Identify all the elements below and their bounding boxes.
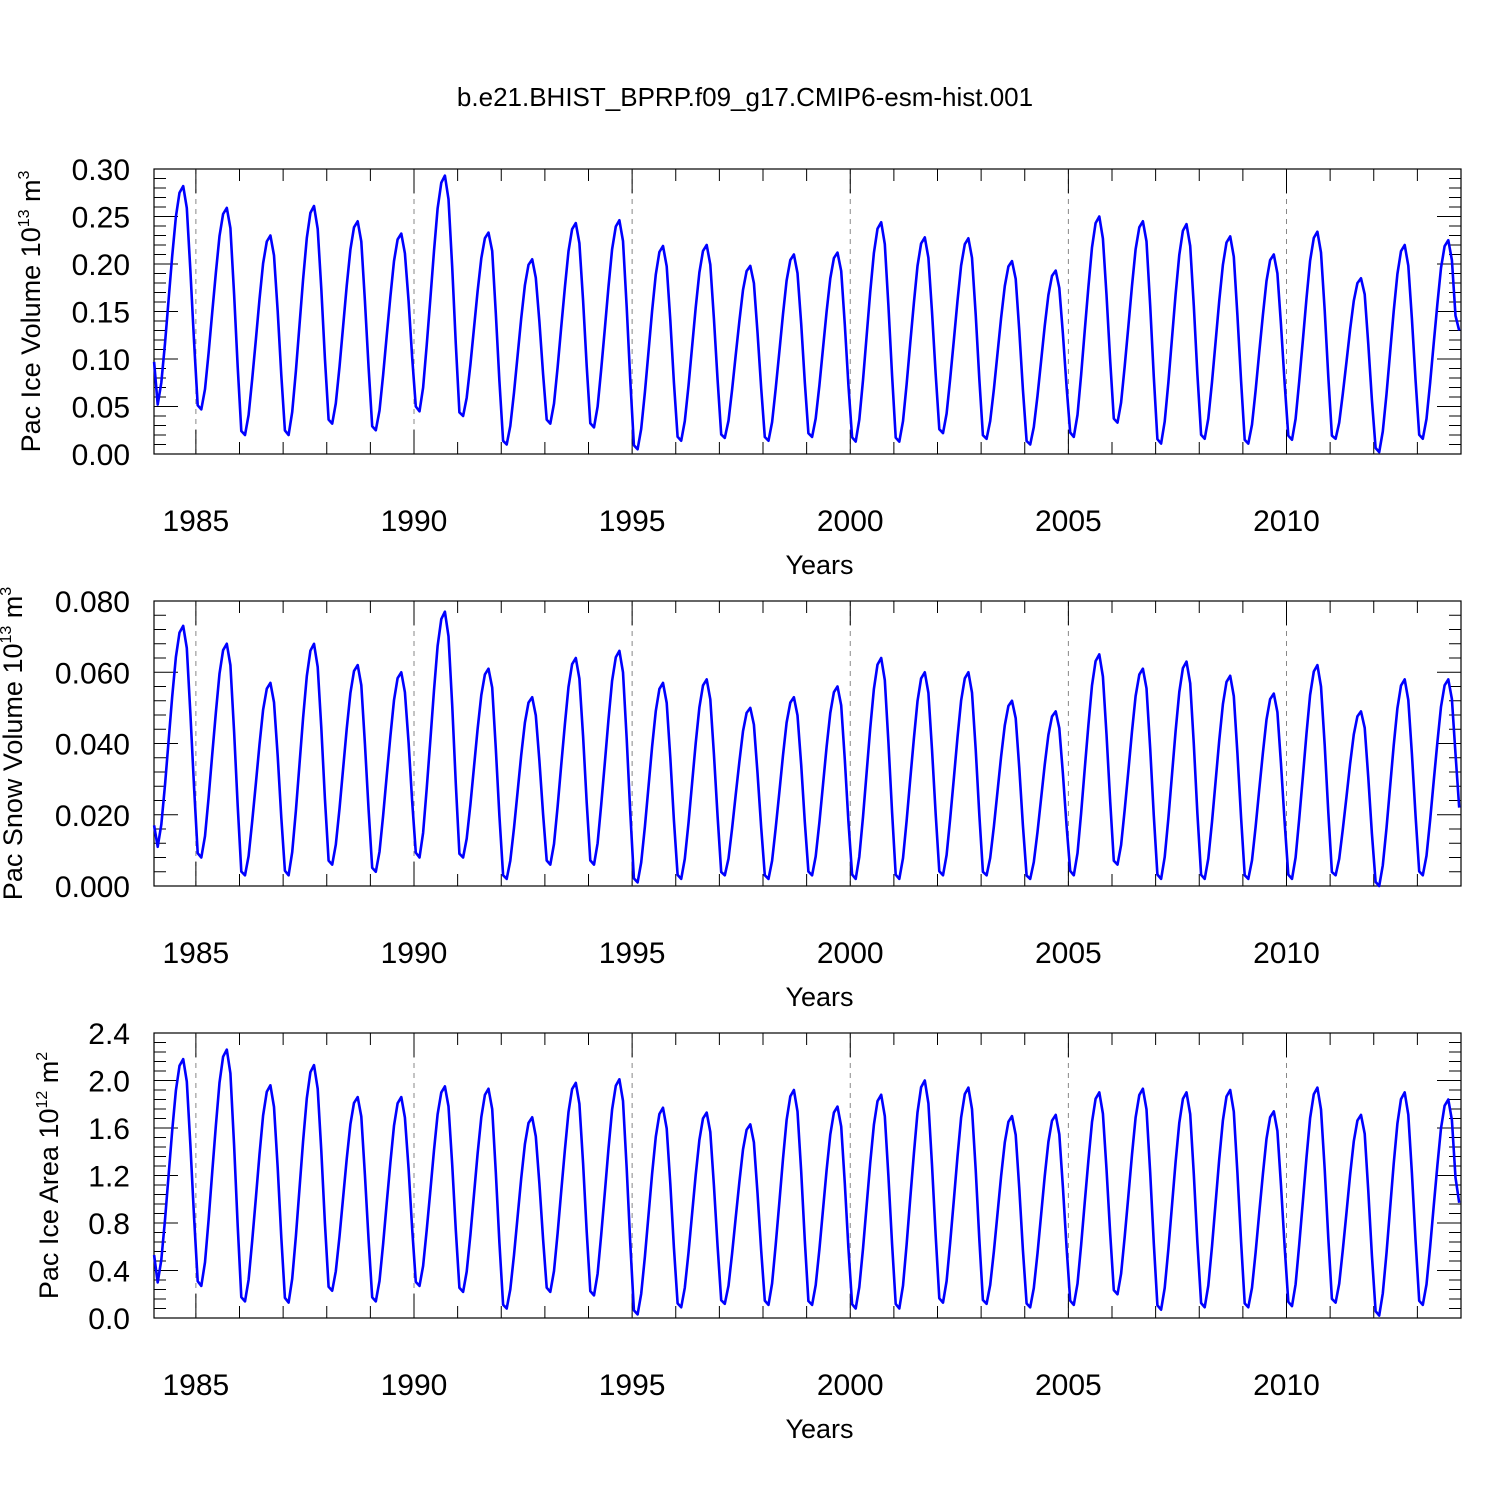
x-tick-label: 2010 bbox=[1253, 1369, 1320, 1402]
x-tick-label: 1990 bbox=[381, 937, 448, 970]
y-axis-label: Pac Ice Volume 1013 m3 bbox=[16, 170, 46, 452]
y-tick-label: 0.8 bbox=[88, 1208, 130, 1241]
panel-3: 0.0 0.4 0.8 1.2 1.6 2.0 2.4 1985 1990 1995 2000 200… bbox=[34, 1018, 1462, 1444]
x-axis-label: Years bbox=[785, 550, 853, 580]
y-tick-label: 0.020 bbox=[55, 800, 130, 833]
x-tick-label: 2005 bbox=[1035, 1369, 1102, 1402]
y-axis-label: Pac Ice Area 1012 m2 bbox=[34, 1052, 64, 1299]
x-tick-label: 1995 bbox=[599, 505, 666, 538]
panel-1: 0.00 0.05 0.10 0.15 0.20 0.25 0.30 1985 1990 1995… bbox=[16, 154, 1462, 580]
x-axis-label: Years bbox=[785, 1414, 853, 1444]
y-tick-label: 0.05 bbox=[72, 392, 130, 425]
series-line bbox=[152, 610, 1461, 888]
y-tick-label: 0.00 bbox=[72, 439, 130, 472]
x-tick-label: 2000 bbox=[817, 1369, 884, 1402]
y-tick-label: 0.30 bbox=[72, 154, 130, 187]
y-tick-label: 0.080 bbox=[55, 586, 130, 619]
y-tick-label: 0.20 bbox=[72, 249, 130, 282]
x-tick-label: 2000 bbox=[817, 937, 884, 970]
x-tick-label: 2005 bbox=[1035, 505, 1102, 538]
x-tick-label: 1985 bbox=[163, 937, 230, 970]
y-tick-label: 1.6 bbox=[88, 1113, 130, 1146]
x-tick-label: 1995 bbox=[599, 937, 666, 970]
y-tick-label: 2.4 bbox=[88, 1018, 130, 1051]
y-tick-label: 1.2 bbox=[88, 1161, 130, 1194]
series-line bbox=[152, 174, 1461, 454]
y-axis-label: Pac Snow Volume 1013 m3 bbox=[0, 587, 28, 900]
y-tick-label: 0.15 bbox=[72, 297, 130, 330]
y-tick-label: 0.040 bbox=[55, 729, 130, 762]
y-tick-label: 0.10 bbox=[72, 344, 130, 377]
panel-2: 0.000 0.020 0.040 0.060 0.080 1985 1990 1995 200… bbox=[0, 586, 1462, 1012]
x-tick-label: 1990 bbox=[381, 505, 448, 538]
x-tick-label: 1990 bbox=[381, 1369, 448, 1402]
y-tick-label: 0.25 bbox=[72, 202, 130, 235]
x-tick-label: 1985 bbox=[163, 505, 230, 538]
x-axis-label: Years bbox=[785, 982, 853, 1012]
x-tick-label: 2005 bbox=[1035, 937, 1102, 970]
series-line bbox=[152, 1048, 1461, 1317]
y-tick-label: 2.0 bbox=[88, 1066, 130, 1099]
x-tick-label: 1985 bbox=[163, 1369, 230, 1402]
x-tick-label: 2010 bbox=[1253, 937, 1320, 970]
y-tick-label: 0.060 bbox=[55, 657, 130, 690]
y-tick-label: 0.000 bbox=[55, 871, 130, 904]
y-tick-label: 0.0 bbox=[88, 1303, 130, 1336]
y-tick-label: 0.4 bbox=[88, 1256, 130, 1289]
x-tick-label: 2000 bbox=[817, 505, 884, 538]
x-tick-label: 2010 bbox=[1253, 505, 1320, 538]
x-tick-label: 1995 bbox=[599, 1369, 666, 1402]
figure-title: b.e21.BHIST_BPRP.f09_g17.CMIP6-esm-hist.… bbox=[457, 82, 1033, 112]
